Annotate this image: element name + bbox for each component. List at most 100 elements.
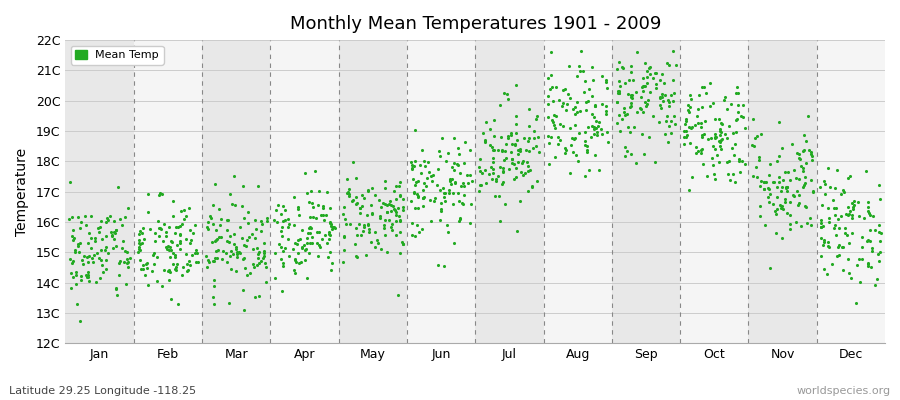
Point [540,75,554,81]
Point [845,199,859,206]
Point [88,237,103,244]
Point [94,256,108,263]
Point [433,153,447,159]
Point [110,292,124,298]
Point [431,262,446,268]
Point [109,243,123,250]
Point [862,227,877,233]
Point [727,141,742,147]
Point [75,256,89,263]
Point [294,227,309,234]
Point [587,124,601,130]
Point [380,202,394,208]
Point [208,181,222,187]
Point [428,195,442,202]
Point [783,177,797,183]
Point [404,198,419,204]
Point [65,233,79,240]
Point [626,124,641,130]
Point [372,196,386,203]
Point [707,176,722,182]
Point [787,193,801,199]
Point [380,209,394,215]
Point [206,301,220,307]
Point [496,168,510,175]
Point [405,232,419,238]
Point [499,154,513,161]
Point [638,103,652,109]
Point [766,201,780,207]
Point [636,150,651,157]
Point [477,138,491,144]
Point [250,244,265,251]
Point [720,135,734,142]
Point [816,239,831,245]
Point [451,190,465,196]
Point [70,301,85,308]
Point [599,85,614,91]
Point [512,198,526,204]
Point [814,224,829,231]
Point [112,216,127,223]
Point [199,253,213,259]
Point [287,222,302,228]
Point [541,93,555,99]
Point [706,162,720,168]
Point [640,100,654,107]
Point [694,124,708,130]
Point [288,270,302,276]
Point [667,112,681,119]
Point [794,223,808,230]
Point [475,170,490,176]
Point [791,202,806,208]
Point [239,237,254,243]
Point [731,90,745,96]
Point [62,216,77,222]
Point [683,125,698,132]
Point [406,163,420,169]
Point [585,64,599,70]
Point [617,80,632,86]
Point [343,221,357,228]
Point [789,218,804,225]
Point [300,235,314,241]
Point [434,200,448,206]
Point [418,180,432,186]
Point [221,239,236,246]
Point [304,188,319,194]
Point [595,101,609,108]
Point [770,206,784,212]
Point [688,122,702,128]
Point [549,84,563,90]
Point [169,242,184,248]
Point [587,114,601,120]
Point [691,120,706,126]
Point [792,155,806,161]
Point [652,77,667,83]
Point [663,92,678,98]
Point [100,215,114,221]
Point [595,73,609,80]
Point [416,202,430,209]
Point [855,234,869,240]
Point [320,189,335,196]
Point [317,217,331,223]
Point [578,78,592,84]
Point [186,230,201,237]
Point [518,147,533,153]
Point [624,151,638,157]
Point [183,262,197,268]
Point [790,188,805,194]
Point [473,156,488,162]
Point [838,230,852,237]
Point [433,186,447,193]
Point [652,102,667,108]
Point [857,215,871,221]
Point [132,256,147,263]
Point [763,161,778,167]
Point [766,179,780,186]
Point [609,99,624,106]
Point [189,259,203,266]
Point [390,218,404,224]
Point [380,209,394,215]
